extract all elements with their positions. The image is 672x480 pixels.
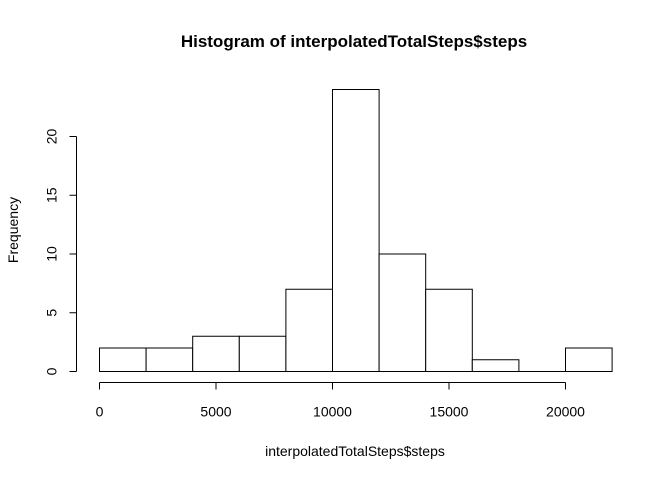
histogram-bar — [238, 335, 287, 372]
y-tick-label: 5 — [44, 309, 60, 317]
x-tick-label: 0 — [96, 404, 104, 420]
y-tick-label: 15 — [44, 187, 60, 203]
histogram-bar — [378, 253, 427, 372]
histogram-bar — [471, 359, 520, 372]
x-axis-label: interpolatedTotalSteps$steps — [265, 443, 445, 459]
y-tick-label: 0 — [44, 367, 60, 375]
histogram-bar — [425, 288, 473, 372]
histogram-bar — [332, 89, 380, 372]
chart-title: Histogram of interpolatedTotalSteps$step… — [181, 32, 527, 51]
histogram-bar — [285, 288, 333, 372]
y-axis-label: Frequency — [5, 197, 21, 263]
x-tick-label: 20000 — [546, 404, 585, 420]
y-tick-label: 10 — [44, 246, 60, 262]
bars-group — [99, 89, 613, 372]
histogram-bar — [145, 347, 194, 372]
histogram-bar — [565, 347, 613, 372]
x-tick-label: 5000 — [200, 404, 231, 420]
y-tick-label: 20 — [44, 129, 60, 145]
y-axis: 0 5 10 15 20 — [44, 129, 77, 375]
x-tick-label: 15000 — [430, 404, 469, 420]
histogram-bar — [99, 347, 147, 372]
x-tick-label: 10000 — [313, 404, 352, 420]
x-axis: 0 5000 10000 15000 20000 — [96, 382, 585, 420]
histogram-bar — [192, 335, 240, 372]
